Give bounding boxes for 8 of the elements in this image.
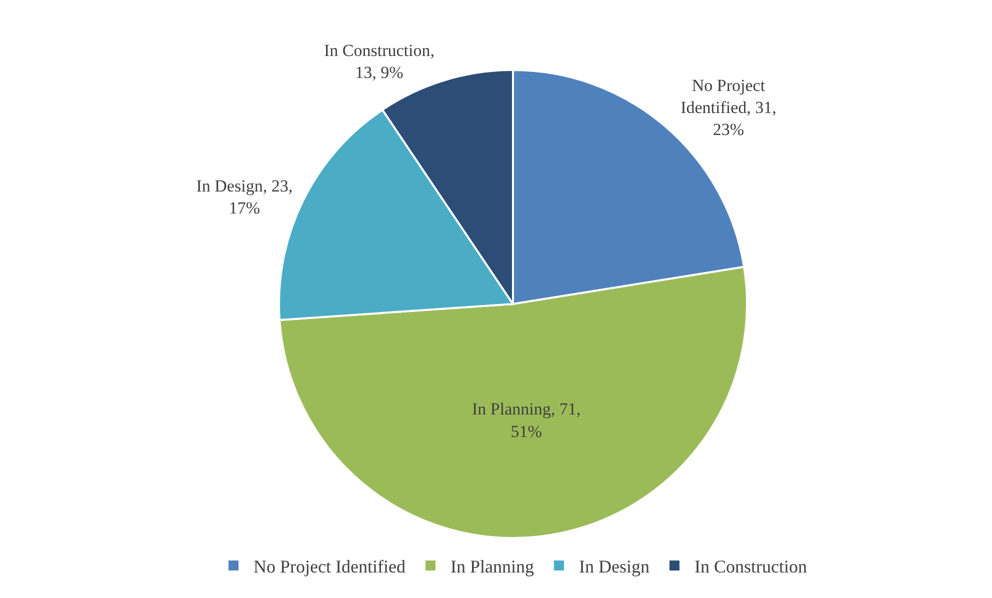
data-label: In Design, 23, 17% (196, 176, 293, 218)
legend-label: In Design (578, 556, 650, 577)
data-label: In Planning, 71, 51% (472, 400, 581, 441)
data-label: No Project Identified, 31, 23% (680, 76, 776, 140)
legend-label: In Planning (450, 556, 534, 577)
legend-label: In Construction (694, 556, 807, 577)
legend-label: No Project Identified (254, 556, 406, 577)
data-label: In Construction, 13, 9% (324, 40, 434, 82)
